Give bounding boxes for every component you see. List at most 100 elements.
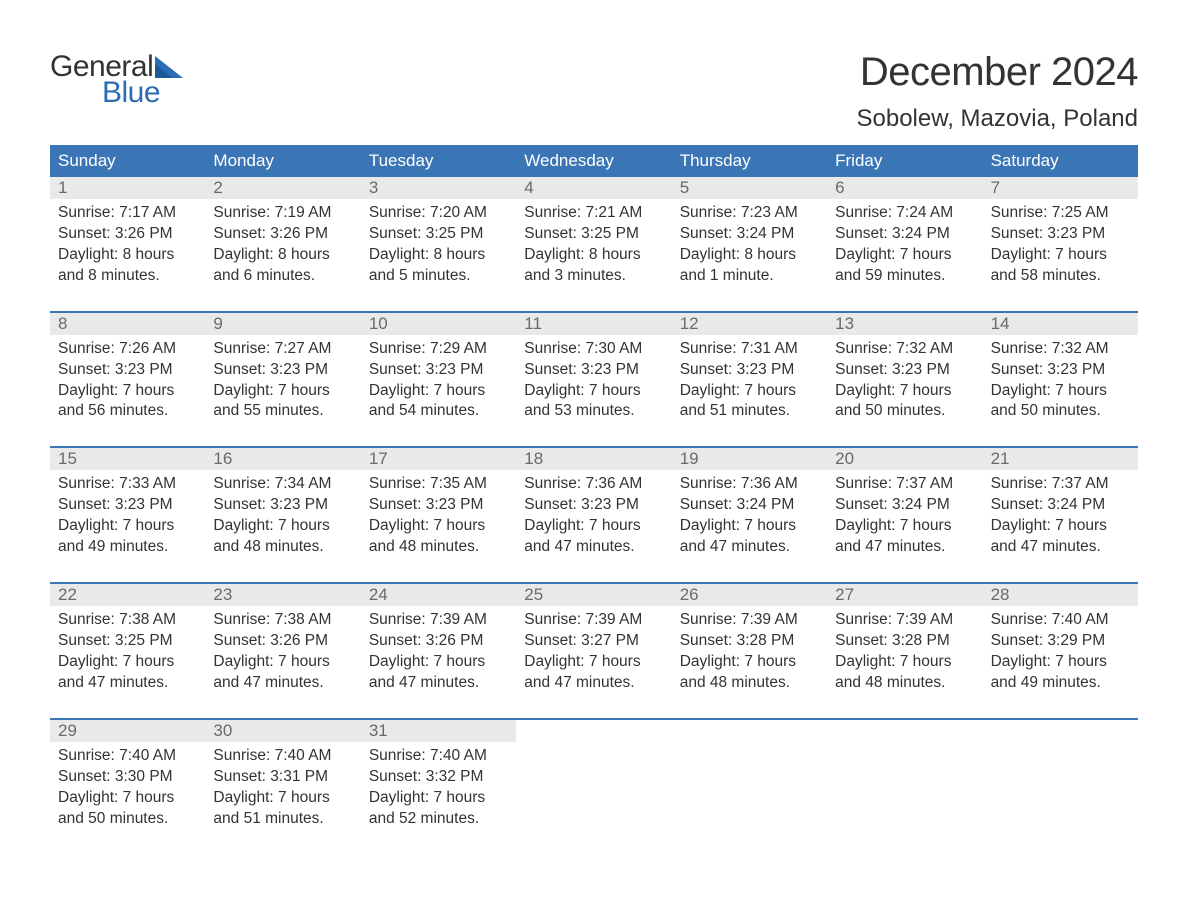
sunrise-text: Sunrise: 7:17 AM	[58, 203, 197, 224]
day-info: Sunrise: 7:39 AMSunset: 3:26 PMDaylight:…	[369, 610, 508, 694]
day-cell: 18Sunrise: 7:36 AMSunset: 3:23 PMDayligh…	[516, 448, 671, 582]
sunrise-text: Sunrise: 7:35 AM	[369, 474, 508, 495]
title-block: December 2024 Sobolew, Mazovia, Poland	[856, 50, 1138, 133]
day-info: Sunrise: 7:29 AMSunset: 3:23 PMDaylight:…	[369, 339, 508, 423]
day-number-bar: 23	[205, 584, 360, 606]
sunset-text: Sunset: 3:23 PM	[369, 495, 508, 516]
empty-day-cell	[672, 720, 827, 854]
dl1-text: Daylight: 7 hours	[213, 652, 352, 673]
dl1-text: Daylight: 7 hours	[835, 381, 974, 402]
day-number: 10	[369, 314, 388, 333]
day-number-bar: 11	[516, 313, 671, 335]
dl2-text: and 48 minutes.	[680, 673, 819, 694]
day-info: Sunrise: 7:19 AMSunset: 3:26 PMDaylight:…	[213, 203, 352, 287]
dl2-text: and 55 minutes.	[213, 401, 352, 422]
day-info: Sunrise: 7:27 AMSunset: 3:23 PMDaylight:…	[213, 339, 352, 423]
day-number-bar: 2	[205, 177, 360, 199]
day-cell: 2 Sunrise: 7:19 AMSunset: 3:26 PMDaylight…	[205, 177, 360, 311]
dl2-text: and 8 minutes.	[58, 266, 197, 287]
day-number: 5	[680, 178, 689, 197]
day-number-bar: 19	[672, 448, 827, 470]
day-number: 17	[369, 449, 388, 468]
day-number: 16	[213, 449, 232, 468]
sunrise-text: Sunrise: 7:36 AM	[680, 474, 819, 495]
day-info: Sunrise: 7:35 AMSunset: 3:23 PMDaylight:…	[369, 474, 508, 558]
day-number: 3	[369, 178, 378, 197]
day-number-bar: 8	[50, 313, 205, 335]
sunrise-text: Sunrise: 7:40 AM	[369, 746, 508, 767]
day-cell: 28Sunrise: 7:40 AMSunset: 3:29 PMDayligh…	[983, 584, 1138, 718]
sunset-text: Sunset: 3:23 PM	[58, 360, 197, 381]
day-number-bar: 7	[983, 177, 1138, 199]
day-cell: 22Sunrise: 7:38 AMSunset: 3:25 PMDayligh…	[50, 584, 205, 718]
dl1-text: Daylight: 7 hours	[524, 381, 663, 402]
week-row: 29Sunrise: 7:40 AMSunset: 3:30 PMDayligh…	[50, 718, 1138, 854]
day-number: 12	[680, 314, 699, 333]
day-number-bar: 28	[983, 584, 1138, 606]
day-number-bar: 27	[827, 584, 982, 606]
day-number: 2	[213, 178, 222, 197]
dl2-text: and 59 minutes.	[835, 266, 974, 287]
dl2-text: and 48 minutes.	[835, 673, 974, 694]
day-cell: 23Sunrise: 7:38 AMSunset: 3:26 PMDayligh…	[205, 584, 360, 718]
dl2-text: and 47 minutes.	[58, 673, 197, 694]
day-cell: 10 Sunrise: 7:29 AMSunset: 3:23 PMDayligh…	[361, 313, 516, 447]
day-header-tuesday: Tuesday	[361, 145, 516, 177]
sunset-text: Sunset: 3:26 PM	[58, 224, 197, 245]
day-cell: 30Sunrise: 7:40 AMSunset: 3:31 PMDayligh…	[205, 720, 360, 854]
dl2-text: and 47 minutes.	[524, 673, 663, 694]
dl2-text: and 51 minutes.	[213, 809, 352, 830]
day-number: 18	[524, 449, 543, 468]
dl2-text: and 49 minutes.	[991, 673, 1130, 694]
dl2-text: and 47 minutes.	[524, 537, 663, 558]
week-row: 15Sunrise: 7:33 AMSunset: 3:23 PMDayligh…	[50, 446, 1138, 582]
sunrise-text: Sunrise: 7:34 AM	[213, 474, 352, 495]
day-number-bar: 21	[983, 448, 1138, 470]
day-cell: 11 Sunrise: 7:30 AMSunset: 3:23 PMDayligh…	[516, 313, 671, 447]
day-header-friday: Friday	[827, 145, 982, 177]
dl2-text: and 47 minutes.	[369, 673, 508, 694]
day-number-bar: 6	[827, 177, 982, 199]
day-number: 31	[369, 721, 388, 740]
day-cell: 16Sunrise: 7:34 AMSunset: 3:23 PMDayligh…	[205, 448, 360, 582]
day-info: Sunrise: 7:39 AMSunset: 3:28 PMDaylight:…	[680, 610, 819, 694]
dl1-text: Daylight: 7 hours	[524, 652, 663, 673]
dl1-text: Daylight: 7 hours	[835, 516, 974, 537]
day-info: Sunrise: 7:30 AMSunset: 3:23 PMDaylight:…	[524, 339, 663, 423]
day-number: 26	[680, 585, 699, 604]
day-cell: 25Sunrise: 7:39 AMSunset: 3:27 PMDayligh…	[516, 584, 671, 718]
day-number-bar: 26	[672, 584, 827, 606]
dl2-text: and 49 minutes.	[58, 537, 197, 558]
day-info: Sunrise: 7:36 AMSunset: 3:24 PMDaylight:…	[680, 474, 819, 558]
day-cell: 20Sunrise: 7:37 AMSunset: 3:24 PMDayligh…	[827, 448, 982, 582]
sunset-text: Sunset: 3:28 PM	[680, 631, 819, 652]
sunrise-text: Sunrise: 7:40 AM	[991, 610, 1130, 631]
dl2-text: and 58 minutes.	[991, 266, 1130, 287]
day-cell: 1Sunrise: 7:17 AMSunset: 3:26 PMDaylight…	[50, 177, 205, 311]
flag-icon	[155, 56, 183, 78]
sunset-text: Sunset: 3:25 PM	[524, 224, 663, 245]
day-cell: 3Sunrise: 7:20 AMSunset: 3:25 PMDaylight…	[361, 177, 516, 311]
sunrise-text: Sunrise: 7:40 AM	[213, 746, 352, 767]
sunset-text: Sunset: 3:32 PM	[369, 767, 508, 788]
day-cell: 8 Sunrise: 7:26 AMSunset: 3:23 PMDaylight…	[50, 313, 205, 447]
sunrise-text: Sunrise: 7:27 AM	[213, 339, 352, 360]
day-number: 24	[369, 585, 388, 604]
day-cell: 26 Sunrise: 7:39 AMSunset: 3:28 PMDayligh…	[672, 584, 827, 718]
day-number: 14	[991, 314, 1010, 333]
day-number-bar: 9	[205, 313, 360, 335]
day-info: Sunrise: 7:25 AMSunset: 3:23 PMDaylight:…	[991, 203, 1130, 287]
dl2-text: and 56 minutes.	[58, 401, 197, 422]
day-number: 25	[524, 585, 543, 604]
day-cell: 7 Sunrise: 7:25 AMSunset: 3:23 PMDaylight…	[983, 177, 1138, 311]
dl2-text: and 51 minutes.	[680, 401, 819, 422]
day-info: Sunrise: 7:21 AMSunset: 3:25 PMDaylight:…	[524, 203, 663, 287]
day-info: Sunrise: 7:26 AMSunset: 3:23 PMDaylight:…	[58, 339, 197, 423]
dl1-text: Daylight: 7 hours	[991, 381, 1130, 402]
dl2-text: and 6 minutes.	[213, 266, 352, 287]
day-header-saturday: Saturday	[983, 145, 1138, 177]
dl1-text: Daylight: 7 hours	[58, 652, 197, 673]
day-number-bar: 12	[672, 313, 827, 335]
dl1-text: Daylight: 7 hours	[369, 788, 508, 809]
day-number-bar: 25	[516, 584, 671, 606]
